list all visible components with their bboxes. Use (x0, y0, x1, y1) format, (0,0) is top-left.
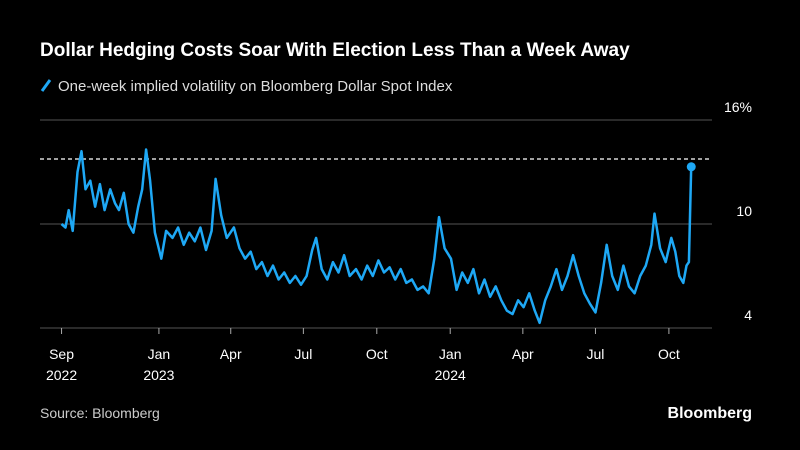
x-tick-label: Sep (49, 346, 74, 362)
source: Source: Bloomberg (40, 405, 160, 421)
y-tick-label: 10 (736, 203, 752, 219)
x-tick-label: Jan (439, 346, 462, 362)
legend-label: One-week implied volatility on Bloomberg… (58, 78, 453, 95)
y-tick-label: 4 (744, 307, 752, 323)
x-tick-year: 2023 (143, 367, 174, 383)
series-line (60, 148, 693, 325)
x-tick-label: Apr (512, 346, 534, 362)
x-tick-label: Apr (220, 346, 242, 362)
x-tick-label: Jul (587, 346, 605, 362)
x-tick-label: Jul (294, 346, 312, 362)
x-tick-label: Oct (658, 346, 680, 362)
x-tick-year: 2022 (46, 367, 77, 383)
x-tick-year: 2024 (435, 367, 466, 383)
legend-swatch (40, 79, 52, 92)
brand: Bloomberg (668, 405, 752, 422)
x-tick-label: Jan (148, 346, 171, 362)
y-tick-label: 16% (724, 99, 752, 115)
x-tick-label: Oct (366, 346, 388, 362)
chart-title: Dollar Hedging Costs Soar With Election … (40, 40, 630, 61)
end-marker (686, 162, 696, 172)
